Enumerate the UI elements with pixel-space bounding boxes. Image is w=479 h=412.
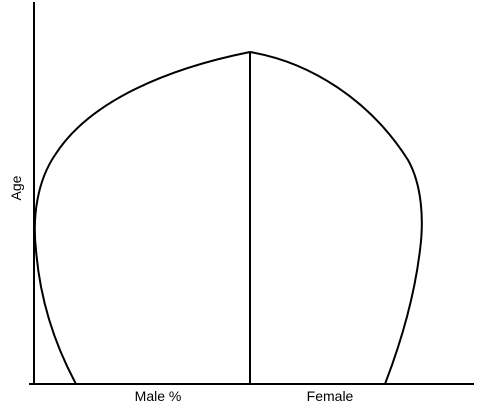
male-outline-curve [33,51,251,385]
female-outline-curve [249,51,423,385]
x-axis-label-female: Female [307,388,354,404]
y-axis-label: Age [8,175,24,200]
x-axis-label-male: Male % [135,388,182,404]
